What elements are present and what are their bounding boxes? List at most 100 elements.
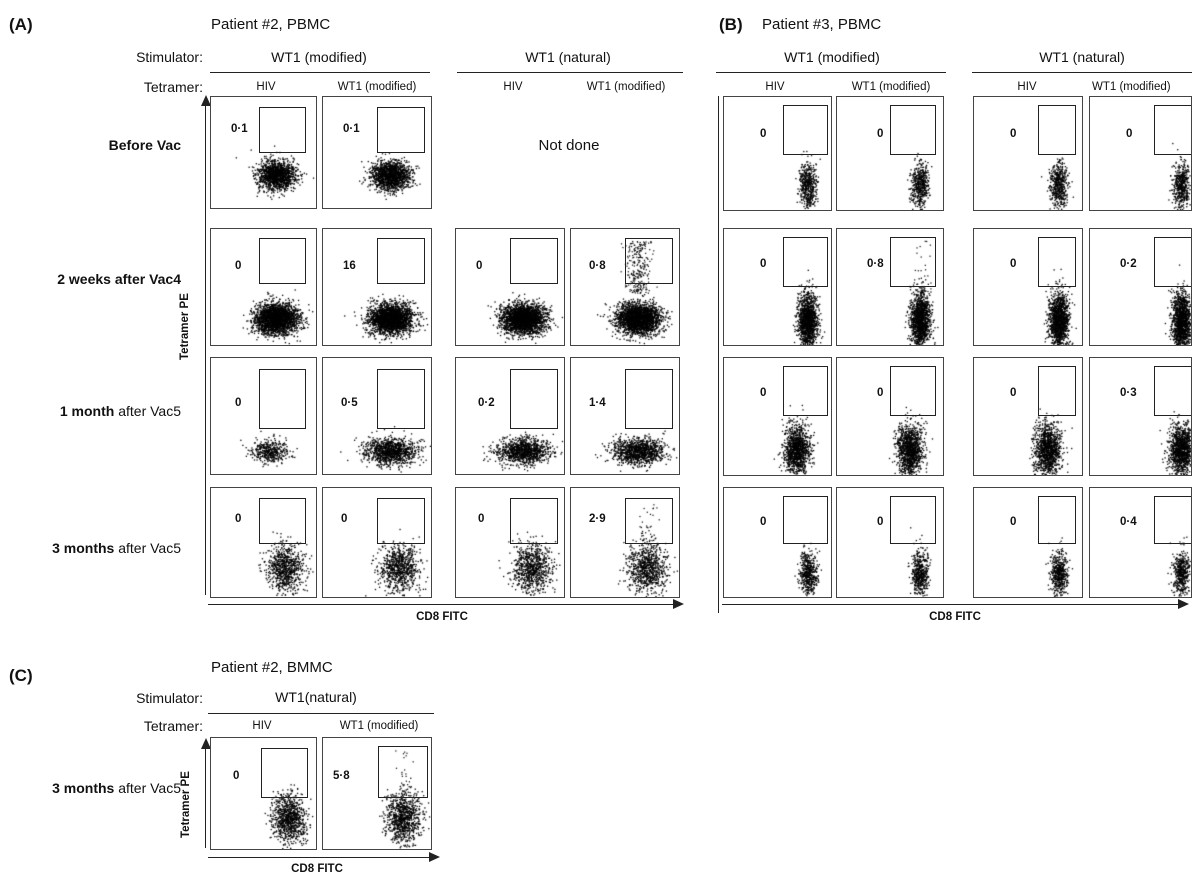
percent-label: 0·8 [589,260,606,272]
panel-b-col-wt1-2: WT1 (modified) [1092,81,1171,93]
percent-label: 0 [341,513,348,525]
plot-a-r2-c0: 0 [210,357,317,475]
plot-a-r3-c1: 0 [322,487,432,598]
row-label-1-month-after-vac5: 1 month after Vac5 [59,403,181,419]
gate-box [1154,366,1191,416]
panel-c-x-axis-label: CD8 FITC [291,863,343,875]
plot-b-r0-c3: 0 [1089,96,1192,211]
gate-box [890,366,936,416]
plot-a-r0-c1: 0·1 [322,96,432,209]
panel-b-stim-natural-rule [972,72,1192,74]
gate-box [510,369,558,429]
panel-a-y-axis-arrow [201,95,211,106]
panel-c-y-axis-line [205,748,207,848]
plot-a-r0-c0: 0·1 [210,96,317,209]
panel-b-col-hiv-2: HIV [1017,81,1037,93]
gate-box [1154,237,1191,287]
plot-c-c0: 0 [210,737,317,850]
panel-c-stim-rule [208,713,434,715]
percent-label: 0 [235,397,242,409]
percent-label: 0 [235,260,242,272]
panel-a-y-axis-label: Tetramer PE [179,293,191,360]
gate-box [783,105,828,155]
panel-b-stim-modified: WT1 (modified) [784,49,880,65]
percent-label: 0·1 [343,123,360,135]
percent-label: 0·2 [1120,258,1137,270]
plot-a-r3-c0: 0 [210,487,317,598]
plot-b-r3-c3: 0·4 [1089,487,1192,598]
panel-b-stim-modified-rule [716,72,946,74]
panel-b-title: Patient #3, PBMC [762,16,882,33]
panel-c-x-axis-arrow [429,852,440,862]
plot-b-r2-c3: 0·3 [1089,357,1192,476]
panel-b-col-hiv-1: HIV [765,81,785,93]
plot-a-r2-c3: 1·4 [570,357,680,475]
plot-b-r1-c0: 0 [723,228,832,346]
panel-b-letter: (B) [719,15,743,34]
panel-c-stim-natural: WT1(natural) [275,689,357,705]
gate-box [625,238,673,284]
plot-b-r0-c2: 0 [973,96,1083,211]
gate-box [890,496,936,544]
plot-a-r3-c2: 0 [455,487,565,598]
gate-box [259,369,306,429]
row-label-2-weeks-after-vac4: 2 weeks after Vac4 [57,271,181,287]
panel-b-x-axis-label: CD8 FITC [929,611,981,623]
percent-label: 0 [877,128,884,140]
plot-b-r2-c0: 0 [723,357,832,476]
gate-box [377,498,425,544]
panel-a-col-wt1-2: WT1 (modified) [586,81,666,93]
gate-box [377,238,425,284]
gate-box [377,369,425,429]
panel-c-col-wt1: WT1 (modified) [339,720,419,732]
panel-c-y-axis-label: Tetramer PE [180,771,192,838]
percent-label: 0 [1126,128,1133,140]
percent-label: 0 [760,258,767,270]
plot-a-r2-c2: 0·2 [455,357,565,475]
percent-label: 0·3 [1120,387,1137,399]
panel-a-x-axis-arrow [673,599,684,609]
percent-label: 0 [1010,387,1017,399]
percent-label: 1·4 [589,397,606,409]
percent-label: 0 [1010,258,1017,270]
gate-box [510,498,558,544]
plot-b-r1-c3: 0·2 [1089,228,1192,346]
panel-a-stim-natural-rule [457,72,683,74]
row-label-3-months-after-vac5: 3 months after Vac5 [52,540,181,556]
percent-label: 0 [476,260,483,272]
panel-b-col-wt1-1: WT1 (modified) [851,81,931,93]
row-label-before-vac: Before Vac [108,137,181,153]
panel-a-stimulator-label: Stimulator: [136,49,203,65]
panel-a-title: Patient #2, PBMC [211,16,331,33]
plot-b-r1-c2: 0 [973,228,1083,346]
gate-box [1154,105,1191,155]
panel-a-letter: (A) [9,15,33,34]
plot-b-r3-c2: 0 [973,487,1083,598]
plot-b-r2-c2: 0 [973,357,1083,476]
percent-label: 0·1 [231,123,248,135]
panel-a-col-hiv-1: HIV [256,81,276,93]
gate-box [259,498,306,544]
gate-box [259,107,306,153]
gate-box [378,746,428,798]
plot-a-r1-c0: 0 [210,228,317,346]
panel-a-x-axis-line [208,604,674,606]
percent-label: 0 [760,516,767,528]
gate-box [510,238,558,284]
percent-label: 0·5 [341,397,358,409]
panel-b-stim-natural: WT1 (natural) [1039,49,1125,65]
panel-c-y-axis-arrow [201,738,211,749]
gate-box [783,366,828,416]
gate-box [1038,496,1076,544]
panel-b-frame-left [718,96,720,613]
panel-c-tetramer-label: Tetramer: [143,718,203,734]
panel-a-stim-natural: WT1 (natural) [525,49,611,65]
gate-box [890,237,936,287]
panel-c-row-label: 3 months after Vac5 [52,780,181,796]
plot-b-r0-c0: 0 [723,96,832,211]
percent-label: 0 [1010,516,1017,528]
panel-a-tetramer-label: Tetramer: [143,79,203,95]
gate-box [783,496,828,544]
percent-label: 0 [877,387,884,399]
percent-label: 0·4 [1120,516,1137,528]
